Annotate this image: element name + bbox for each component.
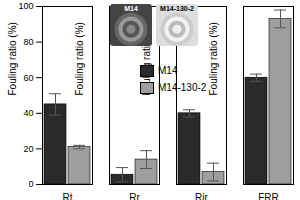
svg-text:60: 60 [23, 73, 33, 83]
html-text:M14: M14 [124, 5, 138, 12]
svg-text:100: 100 [18, 1, 33, 11]
svg-text:Fouling ratio (%): Fouling ratio (%) [208, 22, 219, 95]
html-text:M14-130-2: M14-130-2 [158, 82, 207, 93]
svg-text:Fouling ratio (%): Fouling ratio (%) [74, 22, 85, 95]
svg-text:Rr: Rr [129, 192, 140, 200]
svg-text:20: 20 [23, 144, 33, 154]
svg-text:Fouling ratio (%): Fouling ratio (%) [7, 22, 18, 95]
html-text:M14: M14 [158, 65, 178, 76]
svg-text:Rt: Rt [63, 192, 73, 200]
svg-text:0: 0 [28, 179, 33, 189]
html-text:M14-130-2: M14-130-2 [160, 5, 194, 12]
svg-text:FRR: FRR [258, 192, 279, 200]
svg-text:40: 40 [23, 108, 33, 118]
svg-text:80: 80 [23, 37, 33, 47]
svg-text:Rir: Rir [195, 192, 208, 200]
